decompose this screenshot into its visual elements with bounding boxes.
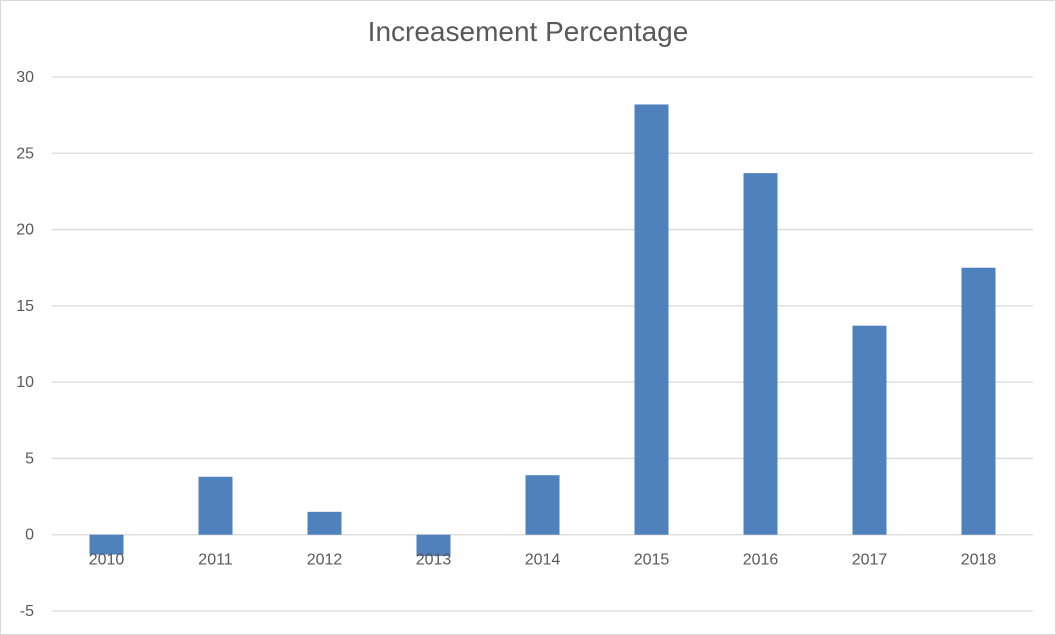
bar-2018 xyxy=(961,267,996,535)
bar-2014 xyxy=(525,475,560,535)
bar-2010 xyxy=(89,534,124,555)
bar-2011 xyxy=(198,476,233,535)
y-tick-label: -5 xyxy=(20,603,34,620)
bar-2012 xyxy=(307,511,342,535)
x-tick-label: 2017 xyxy=(852,552,888,569)
y-tick-label: 15 xyxy=(16,298,34,315)
y-tick-label: 25 xyxy=(16,145,34,162)
y-tick-label: 0 xyxy=(25,527,34,544)
bar-2013 xyxy=(416,534,451,557)
x-tick-label: 2015 xyxy=(634,552,670,569)
x-tick-label: 2011 xyxy=(198,552,233,569)
y-tick-label: 5 xyxy=(25,450,34,467)
x-tick-label: 2016 xyxy=(743,552,779,569)
y-tick-label: 10 xyxy=(16,374,34,391)
bar-2016 xyxy=(743,173,778,535)
bar-2015 xyxy=(634,104,669,535)
x-tick-label: 2014 xyxy=(525,552,561,569)
y-tick-label: 20 xyxy=(16,222,34,239)
x-tick-label: 2018 xyxy=(961,552,997,569)
x-tick-label: 2012 xyxy=(307,552,343,569)
x-tick-label: 2010 xyxy=(89,552,125,569)
bar-2017 xyxy=(852,325,887,535)
x-tick-label: 2013 xyxy=(416,552,452,569)
chart-title: Increasement Percentage xyxy=(367,16,689,47)
y-tick-label: 30 xyxy=(16,69,34,86)
